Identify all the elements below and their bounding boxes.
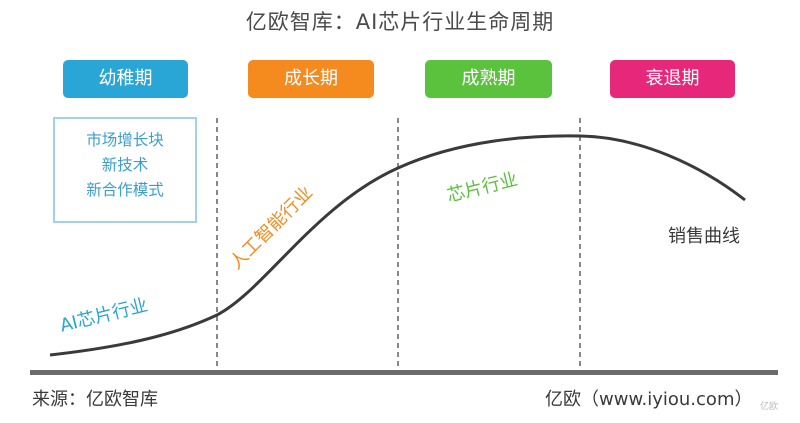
source-note: 来源：亿欧智库 — [32, 389, 158, 410]
feature-item: 新技术 — [101, 156, 149, 174]
diagram-title: 亿欧智库：AI芯片行业生命周期 — [245, 10, 555, 34]
stage-infant: 幼稚期 — [63, 60, 188, 98]
stage-decline: 衰退期 — [610, 60, 735, 98]
sales-curve — [49, 134, 746, 357]
stage-growth: 成长期 — [248, 60, 374, 98]
x-axis — [30, 370, 778, 375]
stage-mature: 成熟期 — [425, 60, 552, 98]
feature-item: 市场增长块 — [86, 131, 164, 149]
features-box: 市场增长块 新技术 新合作模式 — [53, 117, 197, 223]
feature-item: 新合作模式 — [86, 181, 164, 199]
watermark-logo: 亿欧 — [759, 402, 778, 412]
label-sales-curve: 销售曲线 — [668, 226, 740, 247]
credit-note: 亿欧（www.iyiou.com） — [545, 389, 753, 410]
